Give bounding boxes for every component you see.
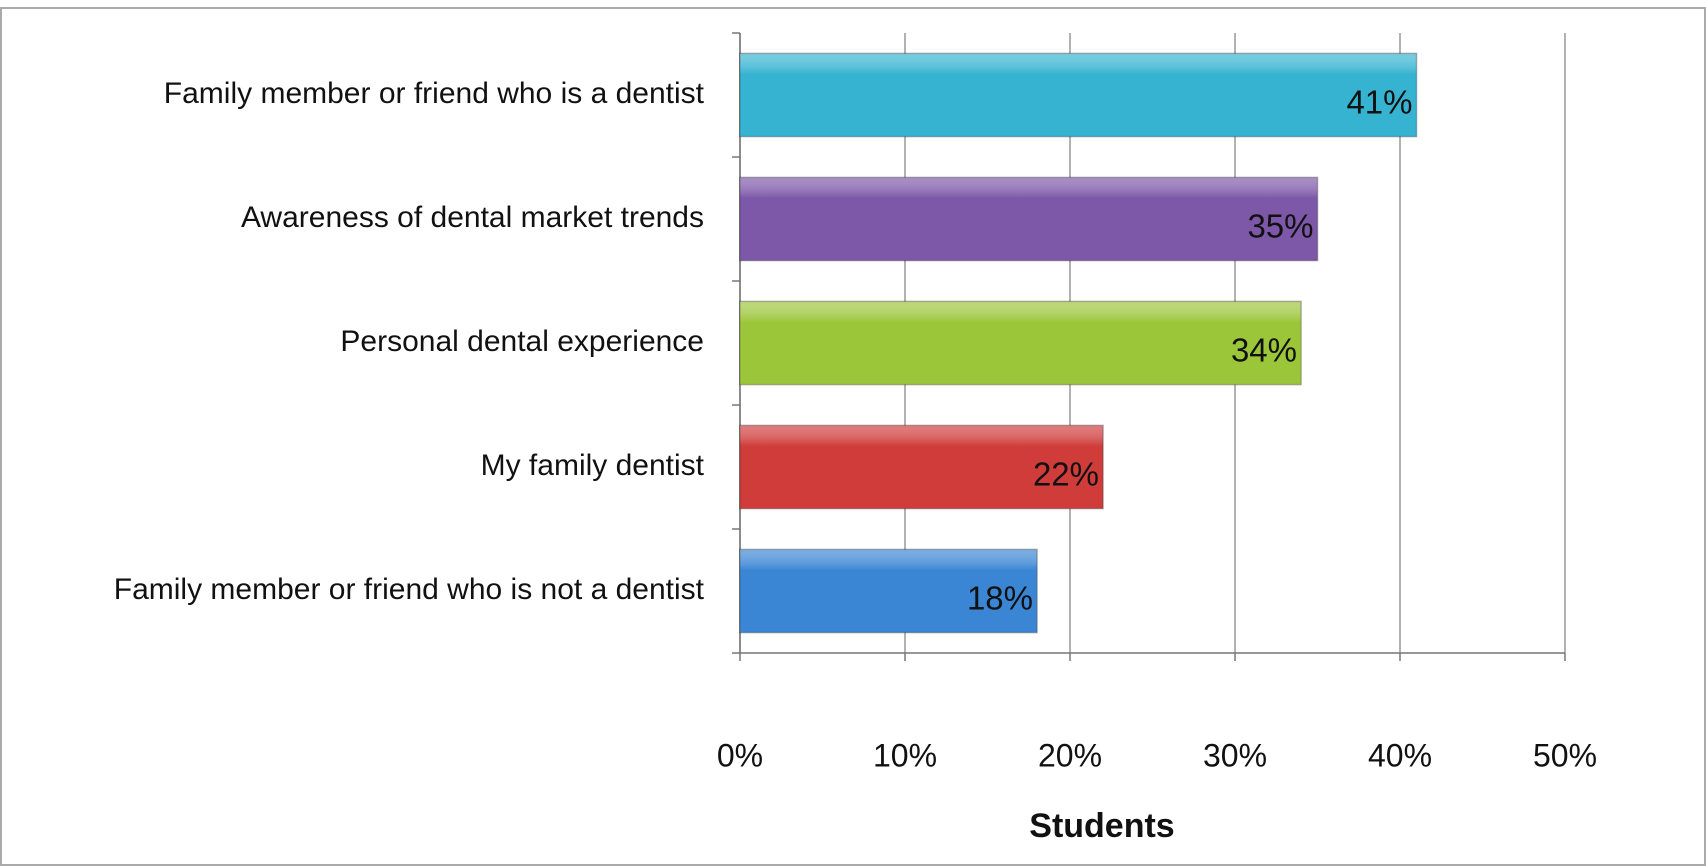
value-label: 34% [1231,332,1297,369]
y-tick-label: Family member or friend who is a dentist [164,77,705,110]
bar-highlight [740,425,1103,509]
value-label: 41% [1346,84,1412,121]
x-tick-label: 0% [717,737,763,773]
bar-highlight [740,301,1301,385]
x-tick-label: 30% [1203,737,1267,773]
bar-highlight [740,177,1318,261]
value-label: 22% [1033,456,1099,493]
x-tick-label: 10% [873,737,937,773]
y-tick-label: Awareness of dental market trends [241,201,704,234]
x-tick-label: 20% [1038,737,1102,773]
y-tick-label: Family member or friend who is not a den… [114,573,705,606]
value-label: 18% [967,580,1033,617]
value-label: 35% [1247,208,1313,245]
y-tick-label: Personal dental experience [340,325,704,358]
bar-highlight [740,53,1417,137]
x-tick-label: 50% [1533,737,1597,773]
bar-highlight [740,549,1037,633]
y-tick-label: My family dentist [481,449,705,482]
x-tick-label: 40% [1368,737,1432,773]
x-axis-label: Students [1029,807,1174,845]
